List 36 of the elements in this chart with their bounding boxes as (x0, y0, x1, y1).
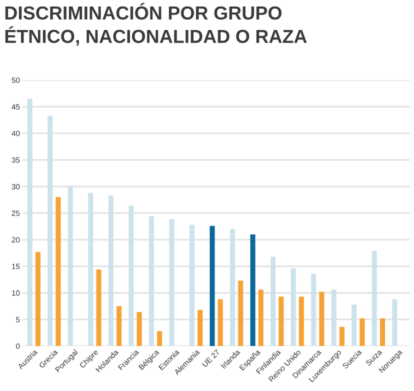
bar (148, 216, 154, 346)
bar (319, 292, 324, 346)
bar (392, 299, 398, 346)
bar (270, 256, 276, 346)
bar (258, 290, 264, 346)
bar (108, 196, 114, 346)
bar (298, 296, 304, 346)
bar (372, 250, 377, 346)
bar (250, 234, 256, 346)
bar (116, 306, 122, 346)
bar (290, 268, 296, 346)
bar (198, 310, 203, 346)
bar (230, 229, 236, 346)
bar (96, 269, 102, 346)
bar (27, 98, 32, 346)
bar (68, 186, 73, 346)
bar (56, 197, 61, 346)
bar (189, 224, 195, 346)
bar (35, 252, 40, 346)
bar (48, 116, 53, 346)
bar (157, 331, 162, 346)
bar (380, 318, 386, 346)
bar (218, 299, 223, 346)
bar (210, 226, 215, 346)
bar (339, 326, 344, 346)
bar (311, 274, 316, 346)
bar (88, 192, 94, 346)
bar (169, 218, 174, 346)
bar (128, 206, 134, 346)
bar (278, 296, 284, 346)
bar (352, 304, 357, 346)
bar (331, 290, 336, 346)
bar (136, 312, 142, 346)
chart-title: DISCRIMINACIÓN POR GRUPO ÉTNICO, NACIONALIDAD O RAZA (5, 2, 307, 46)
bar (238, 280, 244, 346)
bar (360, 318, 365, 346)
